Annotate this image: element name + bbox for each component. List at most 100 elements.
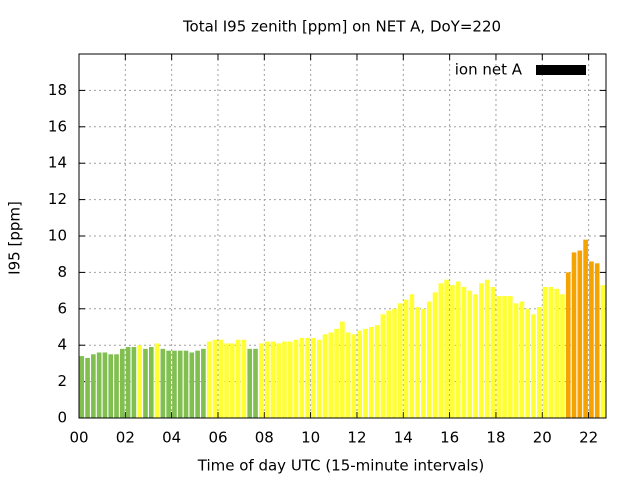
bar: [247, 348, 253, 418]
bar: [125, 347, 131, 418]
bar: [473, 294, 478, 418]
bar: [467, 290, 473, 418]
bar: [450, 285, 455, 418]
bar: [206, 341, 212, 418]
bar: [154, 343, 160, 418]
bar: [345, 332, 351, 418]
bar: [282, 341, 287, 418]
bar: [299, 337, 305, 418]
bar: [160, 348, 166, 418]
bar: [369, 327, 374, 418]
x-tick-label: 12: [347, 429, 366, 447]
bar: [131, 347, 137, 418]
bar: [496, 296, 502, 418]
bar: [316, 339, 322, 418]
x-tick-label: 14: [394, 429, 413, 447]
bar: [438, 283, 444, 418]
bar: [189, 352, 195, 418]
bar: [386, 310, 392, 418]
bar: [432, 292, 438, 418]
bar: [305, 337, 310, 418]
y-tick-label: 14: [48, 154, 67, 172]
bar: [421, 308, 426, 418]
bar: [519, 301, 525, 418]
y-tick-label: 2: [57, 372, 67, 390]
x-tick-label: 04: [162, 429, 181, 447]
x-tick-label: 06: [208, 429, 227, 447]
x-tick-label: 18: [486, 429, 505, 447]
bar: [230, 343, 235, 418]
bar: [235, 339, 241, 418]
y-tick-label: 4: [57, 336, 67, 354]
bar: [490, 286, 496, 418]
x-tick-label: 08: [255, 429, 274, 447]
bar: [114, 354, 119, 418]
bar: [287, 341, 293, 418]
chart-title: Total I95 zenith [ppm] on NET A, DoY=220: [182, 18, 501, 36]
bar: [502, 296, 507, 418]
bar: [351, 334, 357, 418]
bar: [409, 294, 415, 418]
bar: [392, 308, 397, 418]
bar: [594, 263, 600, 418]
bar: [172, 350, 177, 418]
bar: [374, 325, 380, 418]
bar: [484, 279, 490, 418]
x-tick-label: 00: [69, 429, 88, 447]
bar: [577, 250, 583, 418]
bar: [455, 281, 461, 418]
bar: [589, 261, 594, 418]
bar: [195, 350, 200, 418]
bar: [525, 308, 531, 418]
bar: [212, 339, 218, 418]
bar: [96, 352, 102, 418]
y-tick-label: 0: [57, 409, 67, 427]
bar: [120, 348, 125, 418]
bar: [253, 348, 258, 418]
bar: [415, 306, 420, 418]
bar: [508, 296, 513, 418]
bar: [554, 288, 559, 418]
bar: [328, 332, 334, 418]
bar: [560, 294, 565, 418]
bar: [426, 301, 432, 418]
x-tick-label: 22: [579, 429, 598, 447]
bar: [322, 334, 328, 418]
bar: [79, 356, 85, 418]
plot-frame: [78, 53, 607, 419]
bar: [403, 299, 409, 418]
y-tick-label: 12: [48, 190, 67, 208]
y-tick-label: 18: [48, 81, 67, 99]
bar: [102, 352, 108, 418]
bar: [276, 343, 281, 418]
x-axis-label: Time of day UTC (15-minute intervals): [197, 457, 484, 475]
bar: [201, 348, 206, 418]
x-tick-label: 16: [440, 429, 459, 447]
bar: [479, 283, 484, 418]
y-tick-label: 16: [48, 117, 67, 135]
bar: [565, 272, 571, 418]
y-tick-label: 10: [48, 227, 67, 245]
bar: [536, 306, 542, 418]
bar: [357, 330, 363, 418]
bar: [600, 285, 606, 418]
y-tick-label: 6: [57, 299, 67, 317]
bar: [91, 354, 96, 418]
bar: [143, 348, 148, 418]
bar: [85, 357, 90, 418]
bar: [542, 286, 548, 418]
bar: [311, 337, 316, 418]
bar: [444, 279, 449, 418]
bar: [583, 239, 588, 418]
x-tick-label: 10: [301, 429, 320, 447]
bar: [183, 350, 189, 418]
bar: [264, 341, 270, 418]
bar: [108, 354, 114, 418]
bar: [334, 328, 339, 418]
bar: [363, 328, 368, 418]
y-axis-label: I95 [ppm]: [6, 201, 24, 275]
bar: [513, 303, 519, 418]
bar: [340, 321, 345, 418]
bar: [218, 339, 224, 418]
